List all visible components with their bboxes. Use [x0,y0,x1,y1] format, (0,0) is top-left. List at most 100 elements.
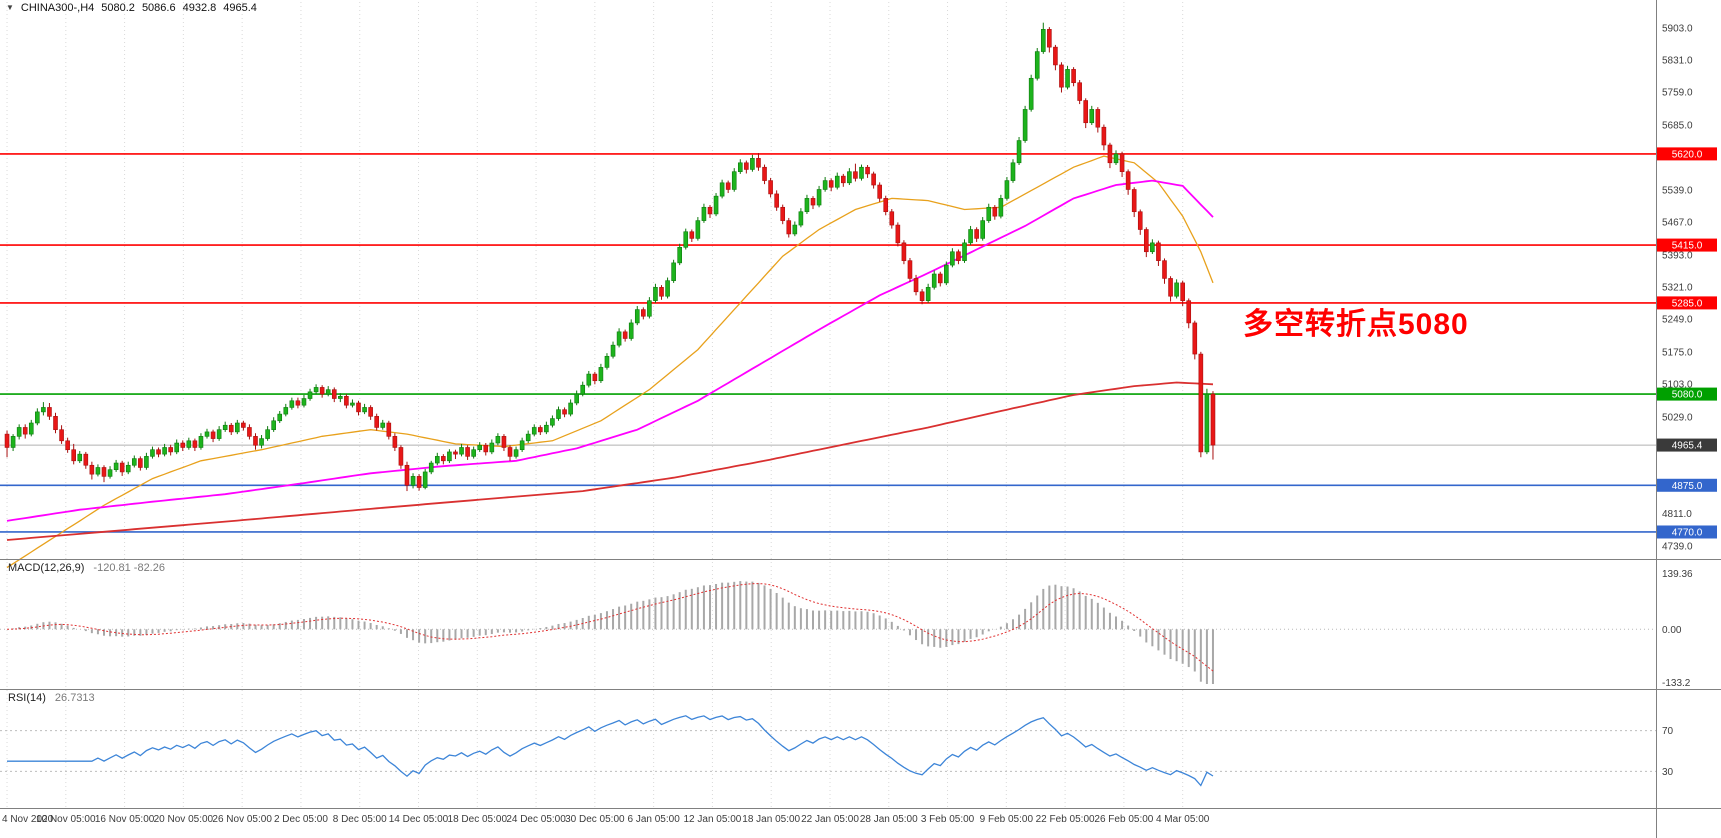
candle-body [1047,29,1052,48]
candle-body [59,429,64,442]
annotation-text[interactable]: 多空转折点5080 [1243,308,1469,341]
candle-body [356,402,361,413]
price-level-badge: 5285.0 [1672,298,1703,309]
candle-body [186,440,192,448]
ohlc-high: 5086.6 [141,2,176,14]
candle-body [228,424,234,433]
y-axis-label: 5029.0 [1662,412,1693,423]
candle-body [538,427,543,433]
candle-body [780,206,786,221]
y-axis-label: 5685.0 [1662,120,1693,131]
ohlc-open: 5080.2 [101,2,135,14]
candle-body [107,469,113,477]
candle-body [544,424,549,433]
macd-label: MACD(12,26,9) [8,562,85,574]
price-level-badge-bg [1657,387,1717,401]
macd-signal-line [6,583,1214,672]
candle-body [574,393,579,404]
candle-body [871,173,876,186]
candle-body [289,400,295,408]
candle-body [847,171,852,184]
candle-body [1125,171,1131,190]
candle-body [410,476,416,486]
rsi-header: RSI(14) 26.7313 [8,692,95,704]
x-axis-label: 4 Nov 2020 [2,814,54,825]
candle-body [16,427,22,437]
x-axis-label: 26 Nov 05:00 [212,814,272,825]
candle-body [350,402,355,406]
candle-body [404,464,410,486]
candle-body [1022,109,1028,141]
candle-body [489,442,495,453]
candle-body [241,422,246,428]
candle-body [10,436,16,448]
candle-body [113,462,119,471]
candle-body [695,220,701,239]
rsi-line [7,715,1214,787]
price-axis-labels: 5903.0 5831.0 5759.0 5685.0 5539.0 5467.0 5393… [1662,24,1693,553]
time-gridlines [6,2,1184,808]
y-axis-label: 5175.0 [1662,347,1693,358]
candle-body [1144,229,1149,253]
candle-body [283,407,289,415]
candle-body [671,262,676,281]
candle-body [968,229,973,244]
y-axis-label: 5903.0 [1662,24,1693,35]
macd-scale-max: 139.36 [1662,569,1693,580]
candle-body [853,171,858,179]
candle-body [471,449,476,457]
macd-values: -120.81 -82.26 [93,562,165,574]
x-axis-label: 10 Nov 05:00 [36,814,96,825]
candle-body [368,407,373,417]
candle-body [295,400,301,406]
candle-body [1168,278,1173,297]
candle-body [774,193,779,208]
candle-body [35,411,40,424]
candle-body [174,442,180,453]
y-axis-label: 5539.0 [1662,185,1693,196]
x-axis-label: 9 Feb 05:00 [980,814,1034,825]
candle-body [1119,153,1125,172]
candle-body [907,260,913,279]
candle-body [434,456,440,464]
candle-body [138,458,143,468]
candle-body [822,180,828,190]
candle-body [1071,69,1076,84]
candle-body [804,198,810,213]
candle-body [65,440,70,450]
candle-body [1101,126,1107,146]
candle-body [507,447,513,457]
candle-body [604,355,610,368]
candle-body [144,456,149,468]
candle-body [398,447,404,466]
candle-body [71,449,76,462]
candle-body [162,447,167,455]
y-axis-label: 5831.0 [1662,56,1693,67]
price-level-badge: 5620.0 [1672,149,1703,160]
candle-body [731,171,737,190]
symbol-dropdown-icon[interactable]: ▼ [6,3,14,12]
candle-body [4,433,10,448]
candle-body [301,398,307,406]
y-axis-label: 4739.0 [1662,541,1693,552]
candle-body [719,182,725,197]
candle-body [580,384,586,395]
candle-body [253,436,258,446]
candle-body [362,407,367,413]
candle-body [216,429,222,439]
candle-body [950,251,955,266]
macd-histogram [12,581,1214,684]
candle-body [816,189,822,206]
x-axis-label: 22 Jan 05:00 [801,814,859,825]
candle-body [628,322,634,339]
y-axis-label: 5759.0 [1662,88,1693,99]
price-level-badge-bg [1657,525,1717,539]
ohlc-low: 4932.8 [182,2,217,14]
candle-body [156,449,161,455]
candle-body [1107,144,1113,164]
symbol-name: CHINA300-,H4 [20,2,95,14]
macd-scale-min: -133.2 [1662,678,1691,689]
candle-body [762,166,767,181]
candle-body [756,158,761,168]
